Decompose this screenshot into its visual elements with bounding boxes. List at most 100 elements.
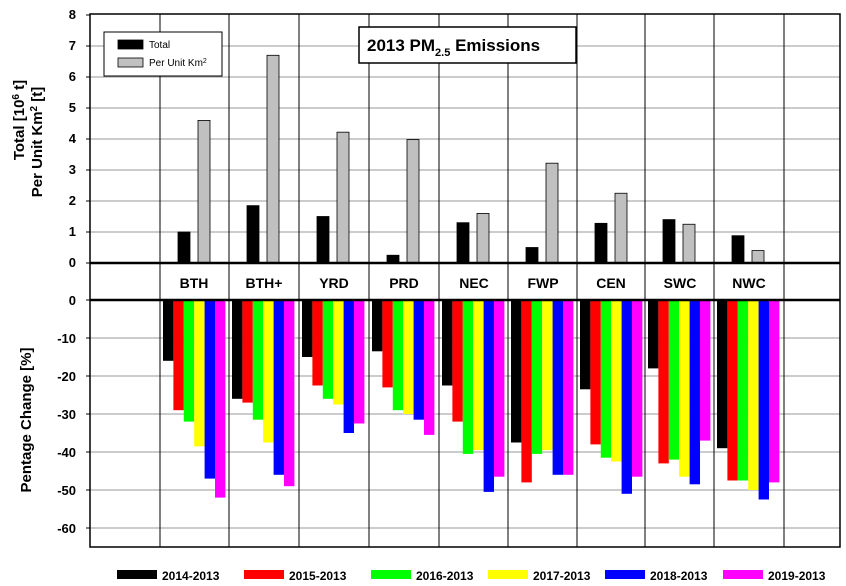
bottom-y-tick-label: 0	[69, 293, 76, 308]
bottom-bar	[679, 300, 690, 477]
bottom-bar	[312, 300, 323, 386]
bottom-y-tick-label: -30	[57, 407, 76, 422]
bottom-legend: 2014-2013 2015-2013 2016-2013 2017-2013 …	[117, 569, 826, 583]
top-bar	[266, 54, 280, 264]
bottom-bar	[382, 300, 393, 388]
bottom-y-axis-label: Pentage Change [%]	[18, 347, 35, 492]
legend-swatch-2016	[371, 570, 411, 579]
bottom-bar	[648, 300, 659, 369]
bottom-bar	[462, 300, 474, 454]
region-label: NWC	[732, 275, 765, 291]
bottom-bar	[263, 300, 274, 443]
chart-title-subscript: 2.5	[435, 47, 450, 59]
bottom-bar	[333, 300, 344, 405]
bottom-bar	[511, 300, 522, 443]
region-label: BTH	[180, 275, 209, 291]
bottom-bar	[343, 300, 354, 433]
bottom-bar	[215, 300, 226, 498]
top-bar	[682, 223, 696, 264]
top-bar	[594, 222, 608, 264]
top-y-axis-label-superscript: 6	[11, 94, 22, 100]
chart-title-box: 2013 PM2.5 Emissions	[358, 26, 577, 64]
chart-title-prefix: 2013 PM	[367, 36, 435, 55]
bottom-bar	[403, 300, 414, 414]
bottom-y-tick-label: -20	[57, 369, 76, 384]
bottom-bar	[284, 300, 295, 487]
bottom-bar	[173, 300, 184, 411]
bottom-bar	[580, 300, 591, 390]
region-labels: BTH BTH+ YRD PRD NEC FWP CEN SWC NWC	[180, 275, 766, 291]
region-label: BTH+	[246, 275, 283, 291]
frame-layer	[86, 13, 841, 548]
bottom-bar	[521, 300, 532, 483]
top-y-tick-label: 0	[69, 255, 76, 270]
top-y-tick-label: 4	[69, 131, 77, 146]
region-label: YRD	[319, 275, 349, 291]
bottom-bar	[658, 300, 669, 464]
top-y-axis-label-unit: t]	[11, 80, 28, 94]
bottom-bar	[273, 300, 284, 475]
bottom-bar	[183, 300, 195, 422]
legend-label-per-unit-superscript: 2	[203, 58, 207, 65]
bottom-y-tick-labels: 0 -10 -20 -30 -40 -50 -60	[57, 293, 76, 536]
legend-swatch-2017	[488, 570, 528, 579]
region-label: FWP	[527, 275, 558, 291]
bottom-bar	[194, 300, 205, 447]
top-y-axis-label-line1: Total [106 t]	[11, 80, 29, 160]
top-y-axis-label-superscript: 2	[29, 105, 40, 111]
bottom-bar	[552, 300, 563, 475]
top-y-tick-label: 3	[69, 162, 76, 177]
top-legend: Total Per Unit Km2	[103, 31, 223, 77]
top-bar	[246, 205, 260, 264]
bottom-bar	[372, 300, 383, 352]
chart-title: 2013 PM2.5 Emissions	[367, 36, 540, 59]
legend-label-total: Total	[149, 40, 170, 51]
bottom-bar	[737, 300, 749, 481]
bottom-bar	[354, 300, 365, 424]
legend-swatch-per-unit	[117, 57, 144, 68]
bottom-bar	[590, 300, 601, 445]
bottom-bar	[494, 300, 505, 477]
top-y-tick-labels: 0 1 2 3 4 5 6 7 8	[69, 7, 77, 270]
bottom-bar	[163, 300, 174, 361]
region-label: NEC	[459, 275, 489, 291]
title-frame	[358, 26, 577, 64]
top-y-tick-label: 7	[69, 38, 76, 53]
legend-label-2018: 2018-2013	[650, 569, 708, 583]
bottom-bar	[483, 300, 494, 492]
top-bar	[316, 216, 330, 264]
top-bar	[197, 120, 211, 264]
bottom-y-tick-label: -40	[57, 445, 76, 460]
bottom-bar	[322, 300, 334, 399]
bottom-bar	[632, 300, 643, 477]
legend-swatch-2015	[244, 570, 284, 579]
top-bar	[731, 235, 745, 264]
top-bar	[476, 212, 490, 264]
top-legend-frame	[103, 31, 223, 77]
bottom-bar	[717, 300, 728, 449]
legend-label-2014: 2014-2013	[162, 569, 220, 583]
region-label: CEN	[596, 275, 626, 291]
bars-layer	[163, 54, 780, 500]
legend-label-2017: 2017-2013	[533, 569, 591, 583]
bottom-bar	[668, 300, 680, 460]
top-bar	[406, 139, 420, 264]
plot-frame	[89, 13, 841, 548]
bottom-bar	[769, 300, 780, 483]
bottom-bar	[242, 300, 253, 403]
legend-label-per-unit: Per Unit Km2	[149, 58, 207, 70]
top-y-tick-label: 2	[69, 193, 76, 208]
top-bar	[525, 247, 539, 264]
legend-swatch-2019	[723, 570, 763, 579]
top-y-tick-label: 8	[69, 7, 76, 22]
legend-label-2016: 2016-2013	[416, 569, 474, 583]
top-y-axis-label-text: Per Unit Km	[29, 111, 46, 197]
top-y-axis-label-text: Total [10	[11, 100, 28, 161]
bottom-bar	[252, 300, 264, 420]
bottom-y-tick-label: -10	[57, 331, 76, 346]
top-y-axis-label-line2: Per Unit Km2 [t]	[29, 87, 47, 198]
bottom-bar	[204, 300, 215, 479]
bottom-y-tick-label: -50	[57, 483, 76, 498]
top-bar	[751, 250, 765, 264]
